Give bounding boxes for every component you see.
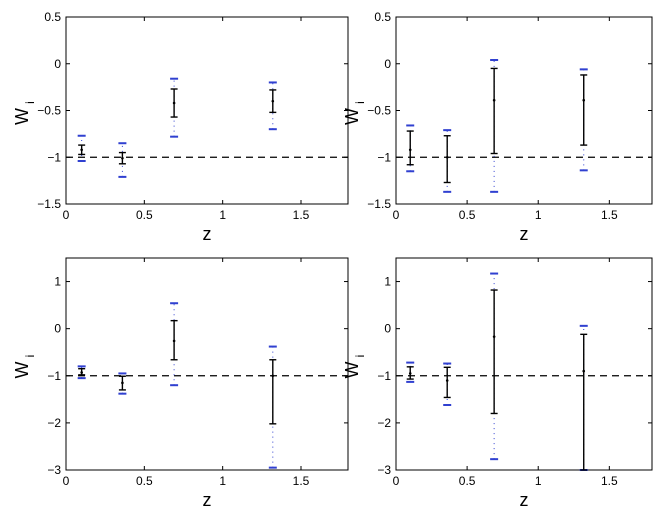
y-tick-label: −0.5 bbox=[367, 104, 391, 118]
data-point bbox=[445, 379, 449, 382]
error-bar-point bbox=[118, 142, 127, 178]
error-bar-point bbox=[77, 134, 86, 162]
x-tick-label: 1.5 bbox=[293, 474, 310, 488]
x-axis-label: z bbox=[203, 224, 212, 244]
y-axis-label-subscript: i bbox=[353, 101, 367, 104]
error-bar-point bbox=[268, 81, 277, 131]
y-tick-label: 0 bbox=[54, 57, 61, 71]
data-point bbox=[408, 148, 412, 152]
x-tick-label: 0.5 bbox=[136, 474, 153, 488]
y-axis-label-main: W bbox=[342, 362, 362, 379]
y-tick-label: −1 bbox=[47, 150, 61, 164]
x-tick-label: 0 bbox=[63, 474, 70, 488]
x-tick-label: 1.5 bbox=[293, 208, 310, 222]
y-tick-label: 1 bbox=[54, 275, 61, 289]
data-point bbox=[582, 369, 586, 373]
y-axis-label-subscript: i bbox=[23, 101, 37, 104]
y-tick-label: 0.5 bbox=[44, 10, 61, 24]
data-point bbox=[445, 155, 449, 159]
y-axis-label: Wi bbox=[342, 101, 367, 125]
y-tick-label: −2 bbox=[47, 416, 61, 430]
data-point bbox=[80, 148, 83, 152]
y-tick-label: 0 bbox=[54, 322, 61, 336]
error-bar-point bbox=[443, 129, 452, 193]
y-tick-label: −3 bbox=[47, 463, 61, 477]
plot-frame bbox=[395, 16, 653, 205]
y-tick-label: −2 bbox=[377, 416, 391, 430]
x-tick-label: 0 bbox=[393, 474, 400, 488]
x-tick-label: 0 bbox=[393, 208, 400, 222]
x-tick-label: 1.5 bbox=[601, 474, 618, 488]
error-bar-point bbox=[490, 59, 499, 193]
data-point bbox=[271, 374, 275, 378]
y-tick-label: −1 bbox=[377, 369, 391, 383]
y-axis-label-main: W bbox=[12, 362, 32, 379]
y-axis-label-main: W bbox=[12, 108, 32, 125]
x-axis-label: z bbox=[203, 490, 212, 510]
x-tick-label: 1.5 bbox=[601, 208, 618, 222]
y-tick-label: −1.5 bbox=[367, 197, 391, 211]
x-tick-label: 1 bbox=[219, 474, 226, 488]
y-tick-label: −1 bbox=[47, 369, 61, 383]
data-point bbox=[492, 335, 496, 338]
plot-frame bbox=[395, 257, 653, 471]
data-point bbox=[172, 101, 176, 105]
data-point bbox=[582, 98, 586, 102]
error-bar-point bbox=[77, 365, 86, 380]
error-bar-point bbox=[268, 345, 277, 469]
y-axis-label-subscript: i bbox=[353, 355, 367, 358]
data-point bbox=[80, 371, 83, 374]
y-tick-label: −0.5 bbox=[37, 104, 61, 118]
data-point bbox=[408, 372, 412, 375]
x-tick-label: 0.5 bbox=[136, 208, 153, 222]
y-tick-label: 0 bbox=[384, 322, 391, 336]
chart-panel-3: 0 0.5 1 1.5 1 0 −1 −2 −3 z Wi bbox=[12, 257, 349, 510]
error-bar-point bbox=[443, 362, 452, 406]
chart-panel-1: 0 0.5 1 1.5 0.5 0 −0.5 −1 −1.5 z Wi bbox=[12, 10, 349, 244]
error-bar-point bbox=[579, 324, 588, 471]
x-axis-label: z bbox=[520, 490, 529, 510]
x-tick-label: 1 bbox=[219, 208, 226, 222]
y-axis-label-main: W bbox=[342, 108, 362, 125]
y-tick-label: −1 bbox=[377, 150, 391, 164]
plot-frame bbox=[65, 16, 349, 205]
y-tick-label: −1.5 bbox=[37, 197, 61, 211]
error-bar-point bbox=[490, 272, 499, 461]
error-bar-point bbox=[118, 372, 127, 395]
data-point bbox=[492, 98, 496, 102]
error-bar-point bbox=[406, 124, 415, 173]
data-point bbox=[172, 339, 176, 343]
data-point bbox=[271, 99, 275, 103]
data-point bbox=[121, 381, 124, 385]
y-axis-label: Wi bbox=[342, 355, 367, 379]
y-axis-label: Wi bbox=[12, 355, 37, 379]
x-tick-label: 1 bbox=[535, 474, 542, 488]
chart-panel-2: 0 0.5 1 1.5 0.5 0 −0.5 −1 −1.5 z Wi bbox=[342, 10, 653, 244]
x-tick-label: 0.5 bbox=[459, 208, 476, 222]
error-bar-point bbox=[170, 77, 179, 138]
y-axis-label-subscript: i bbox=[23, 355, 37, 358]
data-point bbox=[121, 156, 124, 160]
x-axis-label: z bbox=[520, 224, 529, 244]
y-tick-label: −3 bbox=[377, 463, 391, 477]
chart-panel-4: 0 0.5 1 1.5 1 0 −1 −2 −3 z Wi bbox=[342, 257, 653, 510]
x-tick-label: 0 bbox=[63, 208, 70, 222]
y-tick-label: 1 bbox=[384, 275, 391, 289]
error-bar-point bbox=[406, 361, 415, 383]
y-tick-label: 0 bbox=[384, 57, 391, 71]
error-bar-point bbox=[170, 302, 179, 387]
y-axis-label: Wi bbox=[12, 101, 37, 125]
error-bar-point bbox=[579, 68, 588, 172]
x-tick-label: 0.5 bbox=[459, 474, 476, 488]
plot-frame bbox=[65, 257, 349, 471]
x-tick-label: 1 bbox=[535, 208, 542, 222]
y-tick-label: 0.5 bbox=[374, 10, 391, 24]
